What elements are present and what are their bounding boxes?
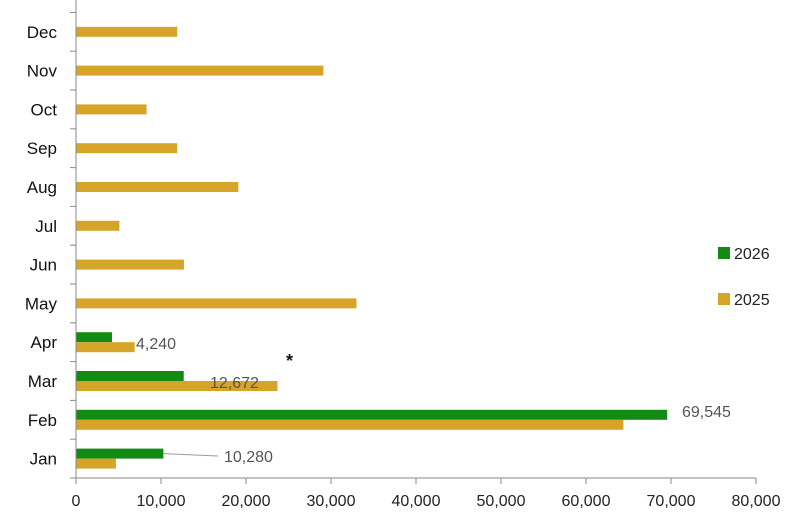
legend-swatch-2026 <box>718 247 730 259</box>
legend-label-2025: 2025 <box>734 292 770 309</box>
category-label-mar: Mar <box>28 372 58 391</box>
bar-2025-apr <box>76 342 135 353</box>
bar-2025-aug <box>76 182 239 192</box>
bar-2025-sep <box>76 143 178 154</box>
category-label-may: May <box>25 294 58 313</box>
x-tick-label: 60,000 <box>562 493 611 510</box>
labels-group: Jan Feb Mar Apr May Jun Jul Aug Sep Oct Nov Dec 0 10,… <box>25 23 781 510</box>
bar-2025-nov <box>76 65 324 76</box>
legend-swatch-2025 <box>718 293 730 305</box>
x-tick-label: 70,000 <box>647 493 696 510</box>
bar-2025-feb <box>76 419 624 430</box>
x-tick-label: 10,000 <box>137 493 186 510</box>
bar-2025-may <box>76 298 357 309</box>
data-label-mar: 12,672 <box>210 375 259 392</box>
data-label-apr: 4,240 <box>136 336 176 353</box>
bar-2025-mar <box>76 381 278 391</box>
category-label-aug: Aug <box>27 178 57 197</box>
category-label-jun: Jun <box>30 256 57 275</box>
legend-label-2026: 2026 <box>734 246 770 263</box>
bar-2025-dec <box>76 26 178 37</box>
x-tick-label: 0 <box>72 493 81 510</box>
bar-2026-feb <box>76 409 668 420</box>
category-label-jan: Jan <box>30 450 57 469</box>
data-label-jan: 10,280 <box>224 449 273 466</box>
bar-2025-jun <box>76 259 184 270</box>
category-label-dec: Dec <box>27 23 58 42</box>
bar-2026-jan <box>76 448 164 459</box>
category-label-apr: Apr <box>31 333 58 352</box>
bar-2025-oct <box>76 104 147 115</box>
category-label-jul: Jul <box>35 217 57 236</box>
bar-2026-apr <box>76 332 113 343</box>
category-label-feb: Feb <box>28 411 57 430</box>
bars-group <box>76 26 668 469</box>
legend: 2026 2025 <box>718 246 770 309</box>
data-label-leader-jan <box>163 453 219 457</box>
x-tick-label: 20,000 <box>222 493 271 510</box>
category-label-oct: Oct <box>31 100 58 119</box>
bar-2025-jan <box>76 458 116 469</box>
x-tick-label: 30,000 <box>307 493 356 510</box>
category-label-sep: Sep <box>27 139 57 158</box>
category-label-nov: Nov <box>27 62 58 81</box>
x-tick-label: 40,000 <box>392 493 441 510</box>
annotation-asterisk: * <box>286 351 293 371</box>
bar-2026-mar <box>76 371 184 381</box>
axes-group <box>70 0 757 484</box>
bar-2025-jul <box>76 220 120 231</box>
data-label-feb: 69,545 <box>682 404 731 421</box>
x-tick-label: 80,000 <box>732 493 781 510</box>
x-tick-label: 50,000 <box>477 493 526 510</box>
